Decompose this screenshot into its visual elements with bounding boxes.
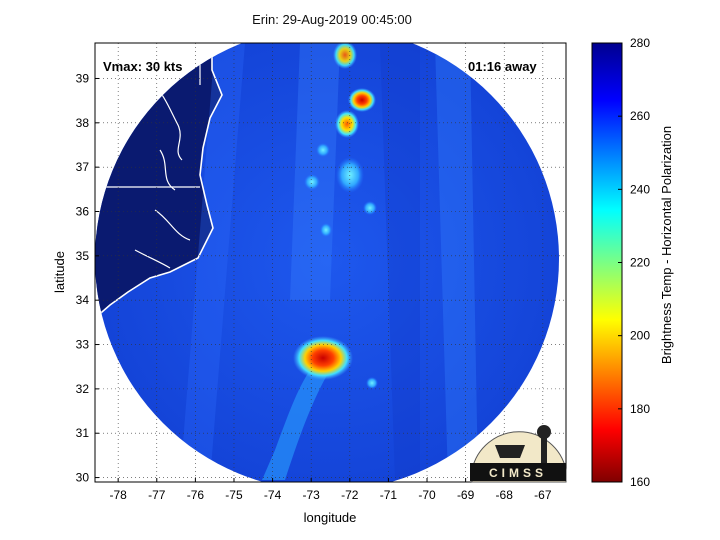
colorbar-tick-label: 160 [630,475,650,489]
y-tick-label: 30 [76,471,90,485]
y-tick-label: 37 [76,160,90,174]
x-tick-label: -72 [341,488,359,502]
convective-cell [320,223,332,237]
inland-shoreline [99,69,191,269]
swath-streak [380,43,420,480]
x-tick-label: -71 [380,488,398,502]
convective-cell [363,201,377,215]
x-tick-label: -78 [109,488,127,502]
convective-cell [348,88,376,112]
convective-cell [366,377,378,389]
logo-text: CIMSS [489,466,547,480]
y-tick-label: 31 [76,426,90,440]
colorbar-tick-label: 260 [630,109,650,123]
coastline [95,43,223,319]
x-tick-label: -70 [418,488,436,502]
gridlines [95,43,566,482]
axes-border [94,42,567,483]
cold-core [293,336,353,380]
convective-cell [304,174,320,190]
colorbar-tick-label: 200 [630,329,650,343]
x-tick-label: -75 [225,488,243,502]
y-tick-label: 36 [76,205,90,219]
swath-streak [435,43,478,480]
y-axis-label: latitude [52,251,67,293]
x-tick-label: -76 [187,488,205,502]
colorbar-ticks: 280 260 240 220 200 180 160 [618,36,650,489]
x-tick-label: -74 [264,488,282,502]
x-tick-label: -68 [496,488,514,502]
y-tick-label: 39 [76,71,90,85]
y-tick-labels: 30 31 32 33 34 35 36 37 38 39 [76,71,99,485]
y-tick-label: 32 [76,382,90,396]
convective-cell [335,110,359,138]
colorbar-tick-label: 280 [630,36,650,50]
x-tick-label: -67 [534,488,552,502]
vmax-label: Vmax: 30 kts [103,59,183,74]
x-tick-label: -69 [457,488,475,502]
swath-streak [180,43,245,480]
y-tick-label: 33 [76,338,90,352]
time-away-label: 01:16 away [468,59,537,74]
x-axis-label: longitude [304,510,357,525]
y-tick-label: 35 [76,249,90,263]
convective-cell [316,143,330,157]
colorbar-tick-label: 240 [630,182,650,196]
x-tick-label: -73 [303,488,321,502]
colorbar-label: Brightness Temp - Horizontal Polarizatio… [659,126,674,364]
x-tick-labels: -78 -77 -76 -75 -74 -73 -72 -71 -70 -69 -68 -67 [109,478,552,502]
y-tick-label: 38 [76,116,90,130]
swath-disk [95,43,559,482]
cimss-logo: CIMSS [470,425,567,483]
convective-cell [333,43,357,69]
colorbar-tick-label: 180 [630,402,650,416]
plot-title: Erin: 29-Aug-2019 00:45:00 [252,12,412,27]
colorbar [591,42,623,483]
rainband-tail [262,360,330,480]
colorbar-tick-label: 220 [630,256,650,270]
y-tick-label: 34 [76,293,90,307]
x-tick-label: -77 [148,488,166,502]
